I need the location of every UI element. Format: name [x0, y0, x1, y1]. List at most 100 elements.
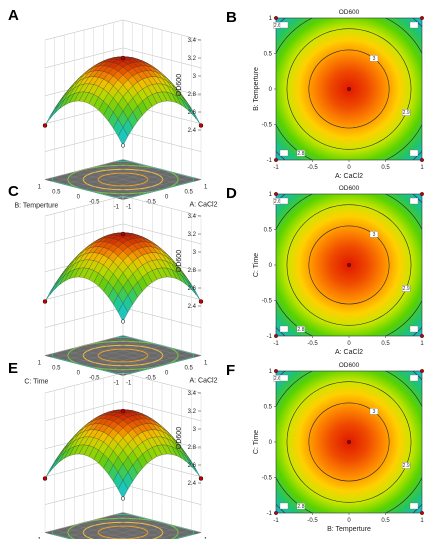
contour-panel-F: F OD600 3 2.9 2.8 2.6 -1 -0.5 0 0.5 1 B: Temperture…: [226, 362, 424, 533]
floor-gridline: [54, 514, 133, 536]
floor-contour: [51, 513, 195, 539]
corner-label-box: [409, 325, 419, 333]
y-axis-label: C: Time: [24, 379, 48, 386]
x-axis: -1 -0.5 0 0.5 1 A: CaCl2: [273, 336, 424, 356]
z-tick-label: 2.8: [188, 445, 197, 451]
chart-title: OD600: [339, 9, 360, 16]
x-axis-label: B: Temperture: [327, 526, 371, 533]
x-tick-label: 0.5: [381, 518, 390, 524]
floor-gridline: [54, 337, 133, 359]
floor-gridline: [44, 512, 124, 533]
y-tick-label: 1: [38, 185, 42, 191]
x-tick-label: -0.5: [307, 518, 318, 524]
panel-letter: C: [8, 183, 19, 200]
y-tick-label: 1: [269, 192, 273, 198]
axis-walls: [44, 19, 202, 200]
y-axis: 1 0.5 0 -0.5 -1 C: Time: [253, 192, 276, 340]
x-tick-label: -0.5: [307, 165, 318, 171]
y-tick-label: 0.5: [264, 228, 273, 234]
contour-lines: 3 2.9 2.8 2.6: [273, 194, 422, 336]
z-tick-label: 3.2: [188, 232, 197, 238]
panel-letter: A: [8, 7, 19, 24]
contour-label-box: [369, 55, 379, 62]
design-point-center: [347, 263, 351, 267]
y-tick-label: 0: [269, 440, 273, 446]
design-point: [120, 143, 126, 148]
contour-label-box: [296, 326, 306, 333]
chart-title: OD600: [339, 185, 360, 192]
z-axis-label: OD600: [176, 427, 183, 449]
contour-label: 2.8: [297, 151, 304, 157]
x-axis: -1-0.500.51B: Temperture: [204, 538, 208, 539]
contour-label: 3: [373, 56, 376, 62]
z-tick-label: 2.4: [188, 481, 197, 487]
corner-label-box: [279, 374, 289, 382]
corner-label-box: [279, 149, 289, 157]
floor-gridline: [103, 340, 182, 361]
y-tick-label: -0.5: [262, 123, 273, 129]
floor-gridline: [93, 519, 169, 539]
y-tick-label: -1: [267, 158, 273, 164]
contour-line: [286, 28, 412, 150]
floor-gridline: [113, 514, 192, 536]
corner-label-box: [409, 21, 419, 29]
z-tick-label: 3.2: [188, 56, 197, 62]
y-axis-label: B: Temperture: [253, 67, 260, 111]
design-point-corner: [420, 16, 424, 20]
surface-facet: [117, 302, 129, 322]
floor-gridline: [122, 159, 202, 180]
contour-label-box: [402, 285, 411, 292]
contour-label: 3: [373, 232, 376, 238]
x-axis-label: A: CaCl2: [335, 173, 363, 180]
contour-label: 2.6: [274, 23, 281, 29]
contour-label: 2.6: [274, 376, 281, 382]
z-tick-label: 2.6: [188, 463, 197, 469]
y-tick-label: 0.5: [264, 405, 273, 411]
contour-label-box: [402, 109, 411, 116]
axis-walls: [44, 195, 202, 376]
x-tick-label: 0: [165, 371, 169, 377]
panel-letter: F: [226, 362, 235, 379]
z-tick-label: 2.8: [188, 92, 197, 98]
z-tick-label: 3.4: [188, 214, 197, 220]
x-tick-label: -1: [273, 165, 279, 171]
z-axis-label: OD600: [176, 250, 183, 272]
design-point: [198, 476, 204, 481]
z-tick-label: 3.2: [188, 409, 197, 415]
floor-gridline: [113, 161, 192, 183]
y-axis: 1 0.5 0 -0.5 -1 C: Time: [24, 361, 119, 387]
x-tick-label: 1: [204, 185, 208, 191]
y-tick-label: 1: [269, 369, 273, 375]
x-tick-label: -1: [126, 205, 132, 211]
design-point: [42, 299, 48, 304]
z-tick-label: 3: [193, 74, 197, 80]
x-tick-label: -1: [273, 341, 279, 347]
x-tick-label: 1: [420, 165, 424, 171]
surface-facet: [117, 126, 129, 146]
floor-gridline: [122, 335, 202, 356]
y-tick-label: 1: [38, 361, 42, 367]
x-tick-label: -0.5: [146, 200, 157, 206]
y-tick-label: 0.5: [264, 52, 273, 58]
corner-label-box: [279, 21, 289, 29]
z-tick-label: 2.8: [188, 268, 197, 274]
contour-line: [286, 204, 412, 326]
surface-panel-C: C 2.4 2.6 2.8 3 3.2 3.4 OD600 -1 -0.5 0 0.5 1 A: CaCl…: [8, 183, 218, 387]
floor-gridline: [122, 512, 202, 533]
floor-gridline: [74, 342, 153, 364]
y-tick-label: 0: [77, 195, 81, 201]
z-tick-label: 2.4: [188, 128, 197, 134]
contour-lines: 3 2.9 2.8 2.6: [273, 18, 422, 160]
floor-gridline: [103, 164, 182, 185]
contour-label: 2.8: [297, 327, 304, 333]
y-axis-label: C: Time: [253, 253, 260, 277]
z-axis: 2.4 2.6 2.8 3 3.2 3.4 OD600: [176, 391, 201, 487]
floor-gridline: [93, 166, 172, 188]
design-point-corner: [420, 369, 424, 373]
floor-gridline: [175, 532, 202, 539]
x-tick-label: 0.5: [185, 190, 194, 196]
surface-panel-A: A 2.4 2.6 2.8 3 3.2 3.4 OD600 -1 -0.5 0 0.5 1 A: CaCl…: [8, 7, 218, 211]
y-axis-label: B: Temperture: [14, 203, 58, 210]
floor-gridline: [103, 517, 182, 538]
